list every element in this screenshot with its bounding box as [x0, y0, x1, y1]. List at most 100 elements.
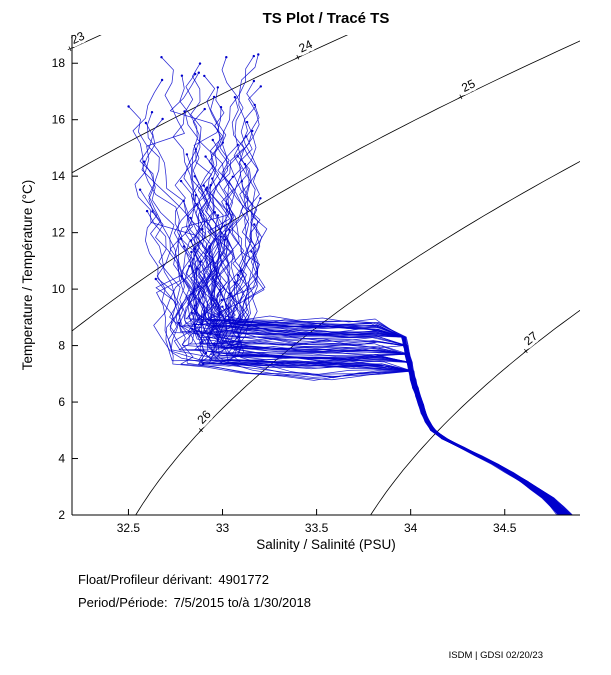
ts-profile-line — [198, 80, 565, 515]
chart-title: TS Plot / Tracé TS — [263, 10, 390, 27]
profile-end-marker — [221, 305, 224, 308]
period-value: 7/5/2015 to/à 1/30/2018 — [174, 595, 311, 610]
period-line: Period/Période: 7/5/2015 to/à 1/30/2018 — [78, 595, 311, 610]
isopycnal-label-group: +26 — [191, 404, 217, 437]
profile-end-marker — [259, 197, 262, 200]
isopycnal-line — [370, 309, 580, 515]
x-tick-label: 33.5 — [305, 521, 329, 535]
x-tick-label: 33 — [216, 521, 230, 535]
ts-profile-line — [221, 57, 573, 515]
profile-end-marker — [236, 274, 240, 277]
ts-profile-line — [170, 108, 565, 515]
float-id-value: 4901772 — [218, 572, 269, 587]
x-axis-label: Salinity / Salinité (PSU) — [256, 537, 396, 552]
credit-line: ISDM | GDSI 02/20/23 — [449, 650, 543, 661]
profile-end-marker — [198, 62, 202, 65]
profile-end-marker — [220, 298, 223, 302]
ts-profile-line — [216, 282, 561, 515]
profile-end-marker — [190, 311, 193, 314]
ts-profile-line — [204, 75, 568, 515]
profile-end-marker — [190, 250, 193, 254]
contour-labels: +23+24+25+26+27 — [65, 26, 543, 437]
profile-end-marker — [160, 78, 164, 82]
isopycnal-label: 23 — [69, 29, 87, 47]
profile-end-marker — [150, 111, 154, 114]
profile-end-marker — [213, 211, 216, 214]
ts-profile-line — [219, 293, 567, 515]
y-tick-label: 10 — [52, 282, 66, 296]
isopycnal-line — [72, 40, 580, 332]
profile-end-marker — [204, 188, 207, 191]
profile-end-marker — [185, 153, 189, 156]
isopycnal-line — [72, 35, 102, 49]
contour-label-anchor-icon: + — [456, 91, 466, 104]
profile-end-marker — [142, 160, 146, 163]
profile-end-marker — [194, 72, 197, 76]
float-id-label: Float/Profileur dérivant: — [78, 572, 212, 587]
y-tick-label: 4 — [58, 452, 65, 466]
isopycnal-line — [72, 35, 349, 174]
isopycnal-label-group: +27 — [518, 326, 543, 358]
profile-end-marker — [195, 267, 198, 270]
ts-profile-line — [217, 55, 568, 515]
profile-end-marker — [160, 56, 163, 59]
ts-profile-line — [216, 270, 563, 515]
profile-end-marker — [189, 216, 192, 220]
profile-end-marker — [212, 95, 216, 99]
contour-label-anchor-icon: + — [196, 425, 208, 437]
float-id-line: Float/Profileur dérivant: 4901772 — [78, 572, 269, 587]
profile-end-marker — [223, 224, 226, 227]
profile-end-marker — [225, 56, 228, 59]
ts-profile-line — [186, 154, 573, 515]
profile-end-marker — [257, 53, 260, 56]
profile-end-marker — [203, 74, 206, 78]
isopycnal-contours — [72, 35, 580, 515]
ts-profile-line — [203, 121, 570, 515]
profile-end-marker — [189, 239, 193, 242]
profile-end-marker — [182, 245, 186, 248]
profile-end-marker — [245, 120, 249, 124]
profile-end-marker — [211, 138, 214, 142]
profile-end-marker — [259, 85, 262, 88]
profile-end-marker — [223, 238, 226, 241]
y-tick-label: 8 — [58, 339, 65, 353]
profile-end-marker — [127, 105, 130, 108]
y-axis-label: Temperature / Température (°C) — [20, 180, 35, 370]
profile-end-marker — [253, 223, 256, 226]
profile-end-marker — [250, 250, 253, 253]
ts-profile-line — [181, 275, 562, 515]
profile-end-marker — [252, 79, 256, 83]
profile-end-marker — [204, 155, 207, 158]
profile-end-marker — [233, 96, 237, 99]
ts-profile-line — [191, 107, 569, 515]
ts-profile-line — [219, 104, 563, 515]
profile-end-marker — [211, 177, 214, 180]
y-tick-label: 12 — [52, 226, 66, 240]
profile-end-marker — [208, 246, 211, 250]
ts-profile-line — [128, 106, 563, 515]
profile-end-marker — [145, 209, 149, 213]
contour-label-anchor-icon: + — [293, 52, 303, 65]
x-tick-label: 34.5 — [493, 521, 517, 535]
profile-end-marker — [144, 121, 148, 125]
isopycnal-label: 26 — [194, 407, 214, 427]
profile-end-marker — [161, 117, 164, 121]
x-tick-label: 34 — [404, 521, 418, 535]
y-tick-label: 6 — [58, 395, 65, 409]
profile-end-marker — [138, 188, 142, 191]
ts-profile-line — [214, 212, 568, 515]
profile-end-marker — [203, 107, 206, 111]
profile-end-marker — [193, 247, 196, 250]
x-tick-label: 32.5 — [117, 521, 141, 535]
profile-end-marker — [219, 106, 223, 109]
contour-label-anchor-icon: + — [521, 345, 533, 357]
ts-profile-line — [198, 352, 569, 515]
y-tick-label: 2 — [58, 508, 65, 522]
ts-profile-line — [147, 112, 566, 515]
profile-end-marker — [228, 228, 231, 232]
ts-profile-line — [210, 96, 560, 515]
isopycnal-label: 24 — [297, 37, 315, 55]
period-label: Period/Période: — [78, 595, 168, 610]
